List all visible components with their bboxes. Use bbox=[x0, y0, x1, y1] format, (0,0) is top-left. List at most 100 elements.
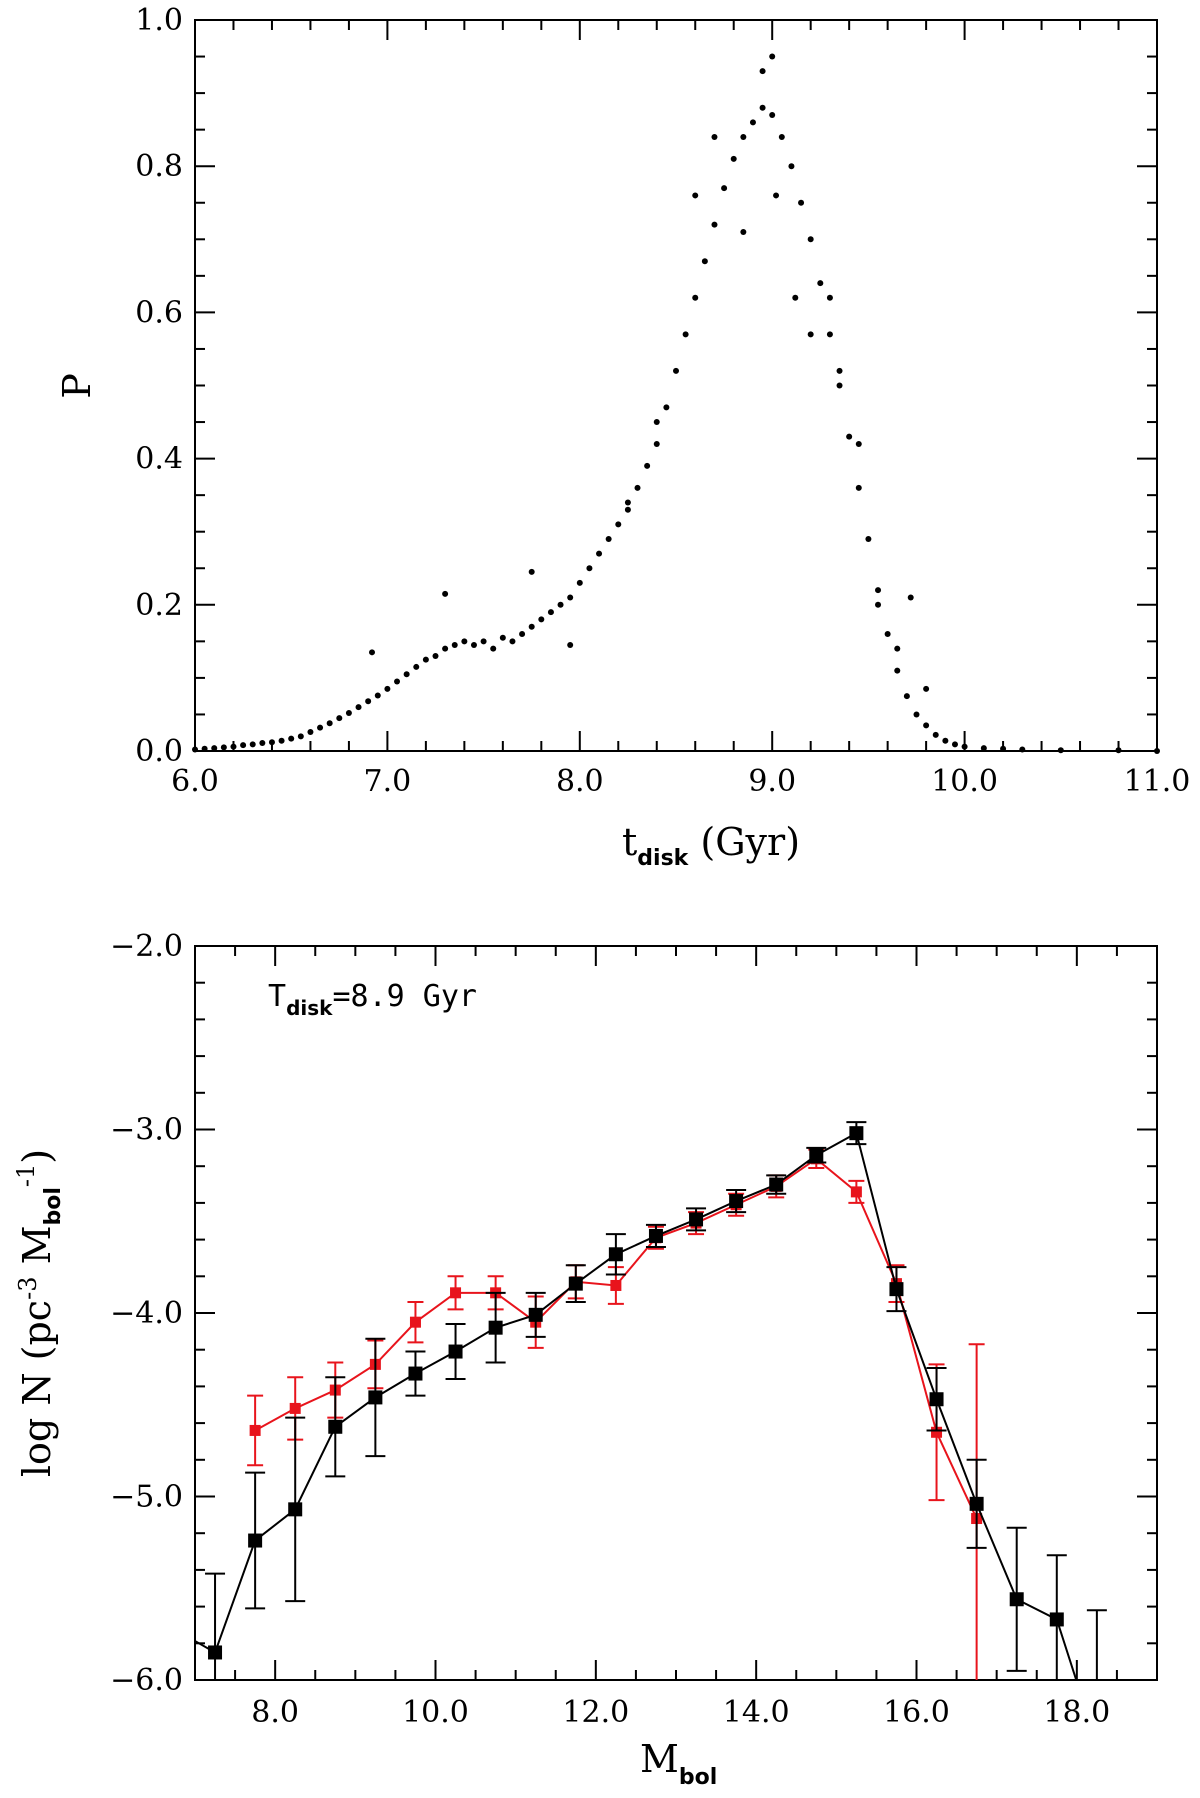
top-data-point bbox=[422, 656, 429, 663]
series-model bbox=[195, 1121, 1107, 1680]
marker-model bbox=[408, 1366, 423, 1381]
top-data-point bbox=[519, 631, 526, 638]
top-data-point bbox=[509, 638, 516, 645]
top-data-point bbox=[288, 735, 295, 742]
top-data-point bbox=[268, 739, 275, 746]
top-data-point bbox=[711, 221, 718, 228]
top-data-point bbox=[682, 331, 689, 338]
bottom-x-tick-labels: 8.0 10.0 12.0 14.0 16.0 18.0 bbox=[251, 1695, 1110, 1730]
marker-model bbox=[769, 1177, 784, 1192]
top-x-tick-label: 8.0 bbox=[556, 764, 604, 799]
top-data-point bbox=[249, 741, 256, 748]
top-data-point bbox=[884, 631, 891, 638]
bottom-ticks bbox=[194, 945, 1158, 1681]
top-y-tick-label: 1.0 bbox=[135, 3, 183, 38]
marker-model bbox=[328, 1419, 343, 1434]
top-y-tick-label: 0.4 bbox=[135, 442, 183, 477]
top-data-point bbox=[942, 737, 949, 744]
bottom-y-tick-labels: −6.0 −5.0 −4.0 −3.0 −2.0 bbox=[110, 929, 183, 1698]
top-data-point bbox=[855, 484, 862, 491]
top-x-tick-label: 7.0 bbox=[364, 764, 412, 799]
bottom-y-axis-title: log N (pc-3 Mbol-1) bbox=[12, 1149, 66, 1477]
top-data-point bbox=[576, 579, 583, 586]
marker-model bbox=[208, 1645, 223, 1660]
marker-observed bbox=[931, 1426, 943, 1438]
top-data-point bbox=[836, 367, 843, 374]
top-data-point bbox=[220, 744, 227, 751]
top-data-point bbox=[749, 119, 756, 126]
top-data-point bbox=[624, 499, 631, 506]
top-plot-frame bbox=[194, 19, 1158, 752]
top-data-point bbox=[586, 565, 593, 572]
bottom-plot-frame bbox=[194, 945, 1158, 1681]
marker-observed bbox=[289, 1402, 301, 1414]
marker-model bbox=[929, 1392, 944, 1407]
top-data-point bbox=[778, 133, 785, 140]
top-data-point bbox=[1154, 748, 1160, 754]
marker-model bbox=[248, 1533, 263, 1548]
top-data-point bbox=[547, 609, 554, 616]
top-data-point bbox=[442, 590, 449, 597]
marker-observed bbox=[409, 1316, 421, 1328]
top-data-point bbox=[403, 671, 410, 678]
top-data-point bbox=[807, 331, 814, 338]
marker-model bbox=[568, 1276, 583, 1291]
bottom-series bbox=[195, 1121, 1107, 1680]
bottom-x-tick-label: 14.0 bbox=[723, 1695, 790, 1730]
top-data-point bbox=[692, 294, 699, 301]
top-data-point bbox=[634, 484, 641, 491]
top-data-point bbox=[826, 331, 833, 338]
bottom-y-tick-label: −2.0 bbox=[110, 929, 183, 964]
top-x-tick-label: 6.0 bbox=[171, 764, 219, 799]
top-data-point bbox=[653, 440, 660, 447]
bottom-y-tick-label: −5.0 bbox=[110, 1480, 183, 1515]
top-data-point bbox=[792, 294, 799, 301]
marker-model bbox=[1049, 1612, 1064, 1627]
top-data-point bbox=[759, 104, 766, 111]
top-data-point bbox=[240, 742, 247, 749]
top-data-point bbox=[605, 536, 612, 543]
top-data-point bbox=[788, 163, 795, 170]
top-data-point bbox=[624, 506, 631, 513]
top-panel: 6.0 7.0 8.0 9.0 10.0 11.0 0.00.20.40.60.81.0 … bbox=[55, 3, 1190, 871]
bottom-x-tick-label: 10.0 bbox=[402, 1695, 469, 1730]
bottom-annotation: Tdisk=8.9 Gyr bbox=[268, 979, 477, 1020]
top-y-tick-label: 0.8 bbox=[135, 149, 183, 184]
top-data-point bbox=[259, 739, 266, 746]
top-data-point bbox=[528, 623, 535, 630]
top-data-point bbox=[865, 536, 872, 543]
top-data-point bbox=[336, 715, 343, 722]
top-data-point bbox=[490, 645, 497, 652]
top-data-point bbox=[923, 722, 930, 729]
marker-model bbox=[528, 1307, 543, 1322]
top-data-point bbox=[740, 133, 747, 140]
bottom-x-tick-label: 18.0 bbox=[1043, 1695, 1110, 1730]
top-data-point bbox=[307, 728, 314, 735]
top-data-point bbox=[442, 645, 449, 652]
top-data-point bbox=[855, 440, 862, 447]
top-data-point bbox=[365, 698, 372, 705]
marker-model bbox=[729, 1194, 744, 1209]
marker-model bbox=[288, 1502, 303, 1517]
top-data-point bbox=[875, 601, 882, 608]
top-data-point bbox=[903, 693, 910, 700]
bottom-x-tick-label: 12.0 bbox=[562, 1695, 629, 1730]
top-data-point bbox=[326, 720, 333, 727]
marker-model bbox=[488, 1320, 503, 1335]
top-data-point bbox=[673, 367, 679, 374]
top-data-point bbox=[721, 185, 728, 192]
top-data-point bbox=[730, 155, 737, 162]
top-data-point bbox=[615, 521, 622, 528]
top-data-point bbox=[345, 709, 352, 716]
marker-model bbox=[608, 1247, 623, 1262]
marker-model bbox=[889, 1282, 904, 1297]
marker-observed bbox=[450, 1287, 462, 1299]
top-data-point bbox=[1000, 745, 1007, 752]
top-y-tick-label: 0.0 bbox=[135, 734, 183, 769]
top-data-point bbox=[538, 616, 545, 623]
top-data-point bbox=[817, 280, 824, 287]
marker-model bbox=[448, 1344, 463, 1359]
top-data-point bbox=[567, 642, 574, 649]
top-data-point bbox=[470, 642, 477, 649]
